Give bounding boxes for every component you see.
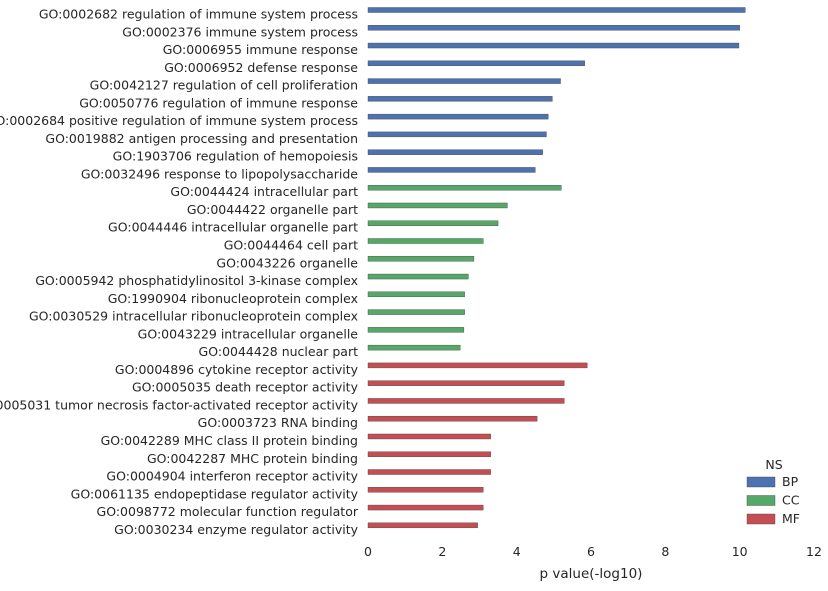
bar-bp-2 <box>367 42 740 49</box>
y-tick-label: GO:0004896 cytokine receptor activity <box>115 362 359 377</box>
bar-bp-6 <box>367 113 549 120</box>
legend-label-bp: BP <box>782 474 799 489</box>
bar-cc-10 <box>367 184 562 191</box>
y-tick-label: GO:0050776 regulation of immune response <box>79 95 358 110</box>
bar-mf-29 <box>367 522 478 529</box>
bar-mf-27 <box>367 487 484 493</box>
y-tick-label: GO:0044422 organelle part <box>187 202 358 217</box>
bar-cc-18 <box>367 327 465 333</box>
y-tick-label: GO:0003723 RNA binding <box>198 415 358 430</box>
y-tick-label: GO:0002684 positive regulation of immune… <box>0 113 358 128</box>
y-tick-label: GO:0042289 MHC class II protein binding <box>101 433 358 448</box>
y-tick-label: GO:1903706 regulation of hemopoiesis <box>113 149 358 164</box>
legend-swatch-bp <box>746 476 776 488</box>
y-tick-label: GO:0042127 regulation of cell proliferat… <box>90 78 358 93</box>
y-tick-label: GO:0005031 tumor necrosis factor-activat… <box>0 397 359 412</box>
legend-label-cc: CC <box>782 493 800 508</box>
x-tick-label: 8 <box>661 544 669 559</box>
bar-cc-14 <box>367 256 475 262</box>
y-tick-label: GO:1990904 ribonucleoprotein complex <box>108 291 358 306</box>
bars-layer <box>367 7 746 529</box>
legend-swatch-cc <box>746 495 776 506</box>
x-tick-label: 2 <box>438 544 446 559</box>
x-tick-label: 6 <box>587 544 595 559</box>
bar-mf-28 <box>367 504 484 511</box>
y-tick-label: GO:0044424 intracellular part <box>170 184 358 199</box>
x-tick-label: 10 <box>732 544 748 559</box>
y-tick-label: GO:0043226 organelle <box>216 255 358 270</box>
bar-cc-13 <box>367 238 484 244</box>
bar-bp-1 <box>367 25 740 31</box>
y-tick-label: GO:0002376 immune system process <box>122 24 358 39</box>
bar-cc-12 <box>367 220 499 226</box>
bar-bp-4 <box>367 78 561 84</box>
bar-cc-16 <box>367 291 465 298</box>
bar-mf-26 <box>367 469 491 475</box>
bar-bp-7 <box>367 131 547 138</box>
y-tick-labels: GO:0002682 regulation of immune system p… <box>0 7 359 537</box>
x-tick-label: 0 <box>364 544 372 559</box>
y-tick-label: GO:0042287 MHC protein binding <box>147 451 358 466</box>
y-tick-label: GO:0043229 intracellular organelle <box>138 326 359 341</box>
bar-bp-8 <box>367 149 543 155</box>
bar-cc-15 <box>367 273 469 280</box>
legend-swatch-mf <box>746 513 776 525</box>
bar-mf-22 <box>367 398 565 404</box>
bar-bp-9 <box>367 167 536 173</box>
bar-bp-0 <box>367 7 746 13</box>
bar-mf-20 <box>367 362 588 369</box>
y-tick-label: GO:0044464 cell part <box>224 238 358 253</box>
legend-label-mf: MF <box>782 511 800 526</box>
x-axis-title: p value(-log10) <box>540 566 643 582</box>
y-tick-label: GO:0006955 immune response <box>163 42 359 57</box>
bar-mf-24 <box>367 433 491 440</box>
bar-mf-21 <box>367 380 565 386</box>
bar-bp-3 <box>367 60 585 67</box>
y-tick-label: GO:0019882 antigen processing and presen… <box>45 131 358 146</box>
y-tick-label: GO:0002682 regulation of immune system p… <box>39 7 358 22</box>
bar-mf-25 <box>367 451 491 457</box>
x-tick-label: 4 <box>513 544 521 559</box>
bar-cc-17 <box>367 309 465 315</box>
y-tick-label: GO:0030234 enzyme regulator activity <box>114 522 358 537</box>
y-tick-label: GO:0006952 defense response <box>164 60 358 75</box>
bar-cc-19 <box>367 344 461 351</box>
y-tick-label: GO:0004904 interferon receptor activity <box>106 469 358 484</box>
x-tick-labels: 0 2 4 6 8 10 12 <box>364 544 822 559</box>
legend-title: NS <box>765 457 782 472</box>
y-tick-label: GO:0044446 intracellular organelle part <box>108 220 358 235</box>
y-tick-label: GO:0030529 intracellular ribonucleoprote… <box>29 309 358 324</box>
y-tick-label: GO:0098772 molecular function regulator <box>97 504 359 519</box>
y-tick-label: GO:0032496 response to lipopolysaccharid… <box>81 166 358 181</box>
bar-bp-5 <box>367 96 553 102</box>
bar-mf-23 <box>367 416 538 422</box>
legend: NS BP CC MF <box>746 457 800 526</box>
y-tick-label: GO:0061135 endopeptidase regulator activ… <box>71 486 359 501</box>
bar-cc-11 <box>367 202 508 209</box>
x-tick-label: 12 <box>806 544 822 559</box>
y-tick-label: GO:0005942 phosphatidylinositol 3-kinase… <box>35 273 358 288</box>
y-tick-label: GO:0005035 death receptor activity <box>132 380 359 395</box>
y-tick-label: GO:0044428 nuclear part <box>199 344 359 359</box>
